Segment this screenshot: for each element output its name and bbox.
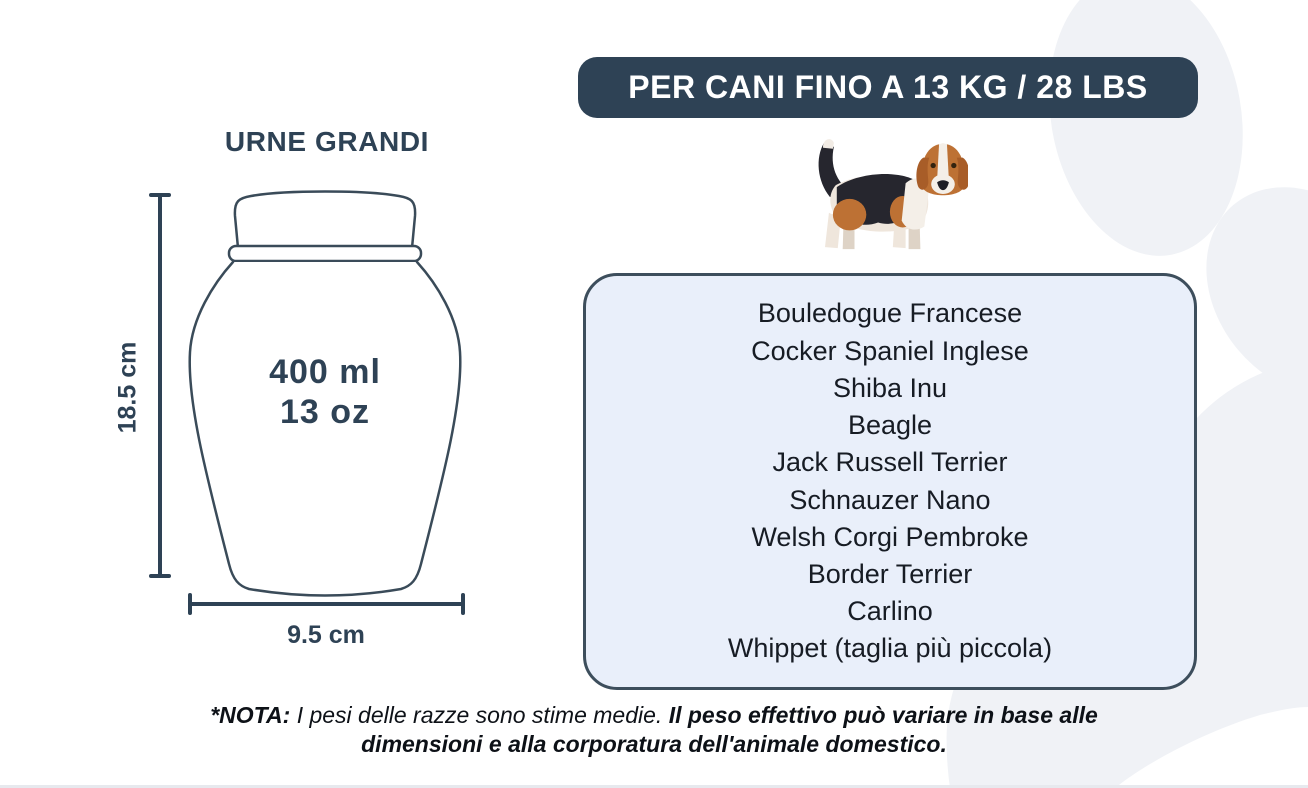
bottom-divider bbox=[0, 785, 1308, 788]
breed-item: Carlino bbox=[847, 596, 933, 627]
footnote-bold-text: Il peso effettivo può variare in base al… bbox=[361, 702, 1098, 757]
beagle-dog-illustration bbox=[818, 139, 968, 250]
dimension-cap bbox=[149, 574, 171, 578]
dimension-bar bbox=[158, 195, 162, 576]
breed-item: Jack Russell Terrier bbox=[772, 447, 1008, 478]
urn-capacity-ml: 400 ml bbox=[269, 353, 381, 391]
urn-outline-drawing bbox=[188, 190, 462, 597]
footnote-regular-text: I pesi delle razze sono stime medie. bbox=[296, 702, 669, 728]
breed-item: Border Terrier bbox=[807, 558, 973, 589]
weight-limit-badge-label: PER CANI FINO A 13 KG / 28 LBS bbox=[628, 69, 1148, 105]
breed-item: Bouledogue Francese bbox=[757, 298, 1023, 329]
breed-item: Schnauzer Nano bbox=[789, 484, 991, 515]
weight-limit-badge: PER CANI FINO A 13 KG / 28 LBS bbox=[578, 57, 1198, 118]
breed-item: Cocker Spaniel Inglese bbox=[751, 335, 1029, 366]
breed-list-panel: Bouledogue Francese Cocker Spaniel Ingle… bbox=[583, 273, 1197, 690]
breed-item: Whippet (taglia più piccola) bbox=[727, 633, 1053, 664]
breed-item: Shiba Inu bbox=[832, 372, 948, 403]
urn-section-title: URNE GRANDI bbox=[224, 126, 430, 157]
urn-capacity-label: 400 ml 13 oz bbox=[225, 352, 425, 432]
height-dimension-value: 18.5 cm bbox=[113, 341, 142, 434]
footnote: *NOTA: I pesi delle razze sono stime med… bbox=[154, 701, 1154, 758]
height-dimension-line bbox=[149, 193, 171, 578]
urn-capacity-oz: 13 oz bbox=[279, 393, 371, 431]
width-dimension-line bbox=[188, 593, 465, 615]
breed-item: Beagle bbox=[847, 410, 933, 441]
dimension-cap bbox=[461, 593, 465, 615]
dimension-bar bbox=[190, 602, 463, 606]
width-dimension-value: 9.5 cm bbox=[287, 621, 365, 649]
breed-item: Welsh Corgi Pembroke bbox=[751, 521, 1029, 552]
footnote-label: *NOTA: bbox=[210, 702, 297, 728]
